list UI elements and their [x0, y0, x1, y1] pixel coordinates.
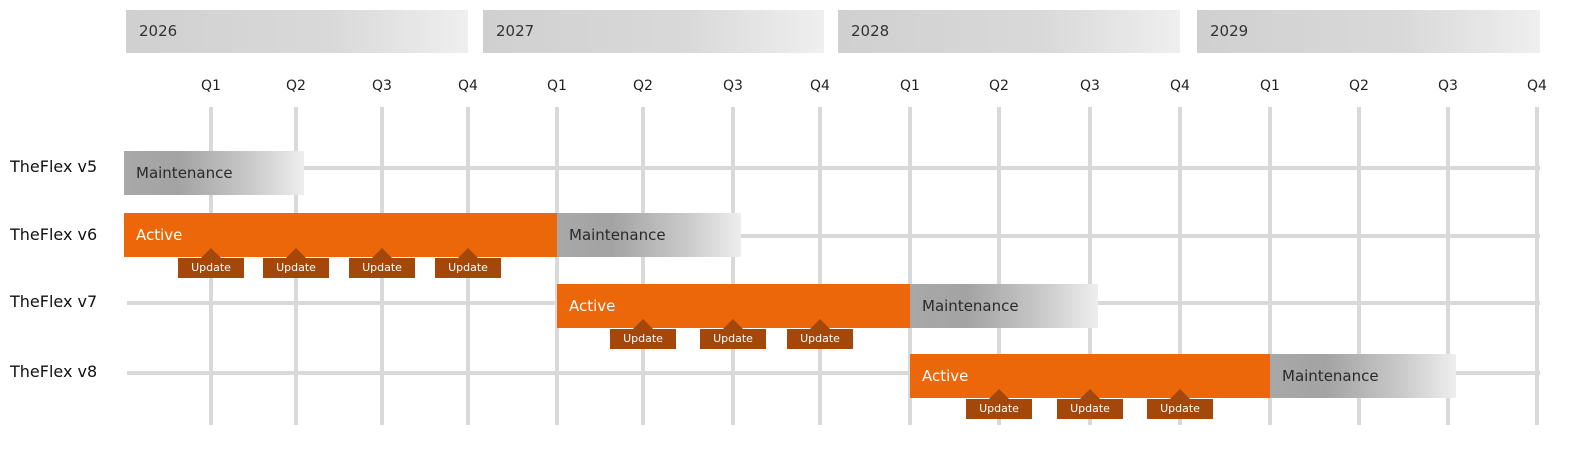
gridline-vertical [1535, 107, 1539, 425]
gridline-vertical [641, 107, 645, 425]
row-label: TheFlex v5 [10, 157, 98, 176]
update-marker: Update [263, 248, 329, 278]
quarter-label: Q2 [286, 78, 306, 94]
quarter-label: Q1 [900, 78, 920, 94]
maintenance-phase-bar: Maintenance [1270, 354, 1456, 398]
gridline-vertical [997, 107, 1001, 425]
quarter-label: Q4 [458, 78, 478, 94]
quarter-label: Q3 [723, 78, 743, 94]
gridline-vertical [1268, 107, 1272, 425]
update-marker: Update [1147, 389, 1213, 419]
maintenance-phase-bar: Maintenance [557, 213, 741, 257]
quarter-label: Q2 [1349, 78, 1369, 94]
update-marker: Update [1057, 389, 1123, 419]
gridline-vertical [555, 107, 559, 425]
maintenance-phase-bar: Maintenance [910, 284, 1098, 328]
quarter-label: Q3 [1080, 78, 1100, 94]
gridline-vertical [1446, 107, 1450, 425]
gridline-horizontal [127, 234, 1540, 238]
update-marker: Update [435, 248, 501, 278]
quarter-label: Q3 [372, 78, 392, 94]
quarter-label: Q1 [201, 78, 221, 94]
update-marker: Update [787, 319, 853, 349]
row-label: TheFlex v6 [10, 225, 98, 244]
quarter-label: Q3 [1438, 78, 1458, 94]
year-header-2029: 2029 [1197, 10, 1540, 53]
update-marker: Update [178, 248, 244, 278]
gridline-vertical [908, 107, 912, 425]
quarter-label: Q4 [1170, 78, 1190, 94]
gridline-vertical [1357, 107, 1361, 425]
year-header-2026: 2026 [126, 10, 468, 53]
active-phase-bar: Active [124, 213, 557, 257]
quarter-label: Q4 [1527, 78, 1547, 94]
update-marker: Update [700, 319, 766, 349]
row-label: TheFlex v7 [10, 292, 98, 311]
year-header-2027: 2027 [483, 10, 824, 53]
quarter-label: Q1 [547, 78, 567, 94]
update-marker: Update [966, 389, 1032, 419]
quarter-label: Q1 [1260, 78, 1280, 94]
update-marker: Update [349, 248, 415, 278]
quarter-label: Q4 [810, 78, 830, 94]
gridline-vertical [731, 107, 735, 425]
update-marker: Update [610, 319, 676, 349]
year-header-2028: 2028 [838, 10, 1180, 53]
gridline-horizontal [127, 166, 1540, 170]
gridline-vertical [1088, 107, 1092, 425]
gridline-horizontal [127, 371, 1540, 375]
gridline-vertical [1178, 107, 1182, 425]
maintenance-phase-bar: Maintenance [124, 151, 304, 195]
quarter-label: Q2 [633, 78, 653, 94]
quarter-label: Q2 [989, 78, 1009, 94]
row-label: TheFlex v8 [10, 362, 98, 381]
gridline-vertical [818, 107, 822, 425]
